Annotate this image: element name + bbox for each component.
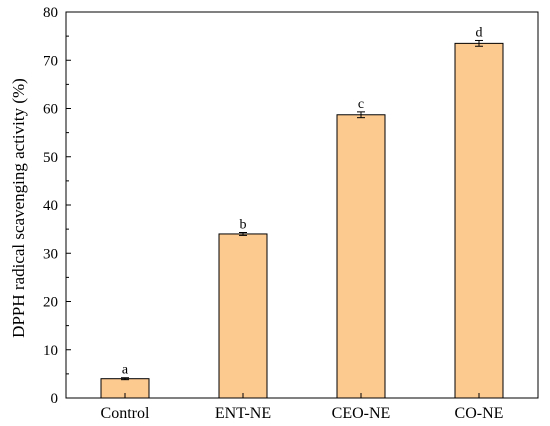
y-tick-label-60: 60 — [43, 102, 58, 118]
error-bars-group — [121, 39, 483, 381]
y-ticks-group: 0 10 20 30 40 50 60 70 80 — [43, 5, 71, 407]
bar-ceo-ne — [336, 114, 386, 399]
error-bar-ent-ne — [239, 232, 247, 236]
bar-co-ne — [454, 42, 504, 399]
y-tick-label-40: 40 — [43, 198, 58, 214]
y-tick-label-50: 50 — [43, 150, 58, 166]
significance-label-co-ne: d — [476, 25, 483, 40]
bar-ent-ne — [218, 233, 268, 399]
significance-label-control: a — [122, 363, 129, 378]
y-tick-label-30: 30 — [43, 246, 58, 262]
error-bar-ceo-ne — [357, 111, 365, 119]
y-tick-label-80: 80 — [43, 5, 58, 21]
y-tick-label-70: 70 — [43, 53, 58, 69]
y-tick-label-10: 10 — [43, 343, 58, 359]
x-tick-label-control: Control — [101, 405, 150, 422]
y-axis-title: DPPH radical scavenging activity (%) — [9, 78, 28, 338]
significance-label-ent-ne: b — [240, 218, 247, 233]
x-tick-label-co-ne: CO-NE — [455, 405, 504, 422]
x-tick-label-ceo-ne: CEO-NE — [332, 405, 391, 422]
significance-labels-group: a b c d — [122, 25, 483, 377]
x-tick-label-ent-ne: ENT-NE — [215, 405, 271, 422]
y-tick-label-0: 0 — [51, 391, 59, 407]
bars-group — [100, 42, 504, 399]
y-tick-label-20: 20 — [43, 295, 58, 311]
error-bar-control — [121, 377, 129, 381]
error-bar-co-ne — [475, 39, 483, 47]
x-ticks-group: Control ENT-NE CEO-NE CO-NE — [101, 393, 504, 422]
significance-label-ceo-ne: c — [358, 97, 364, 112]
